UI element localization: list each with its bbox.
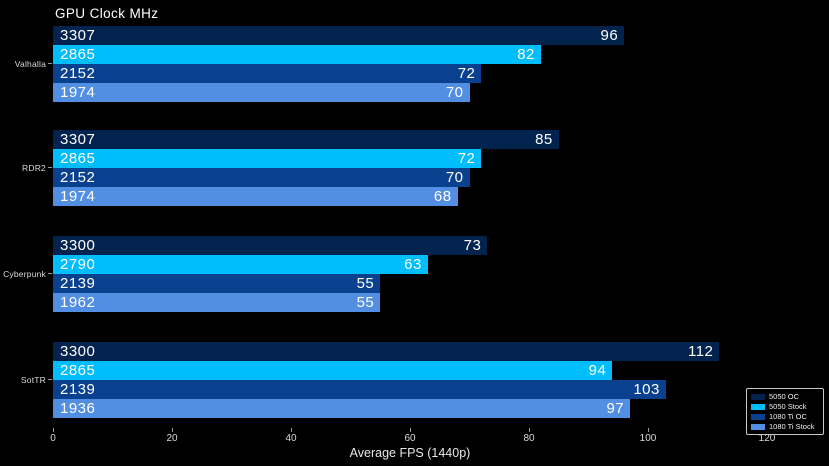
bar-clock-label: 2152 bbox=[60, 65, 96, 82]
bar-fps-label: 70 bbox=[445, 84, 464, 101]
legend-label: 1080 Ti OC bbox=[769, 412, 807, 422]
y-tick-mark bbox=[48, 167, 52, 168]
legend-swatch bbox=[751, 393, 765, 400]
bar-fps-label: 96 bbox=[600, 27, 619, 44]
legend-label: 1080 Ti Stock bbox=[769, 422, 815, 432]
x-tick-label: 80 bbox=[523, 433, 535, 444]
category-label: Valhalla bbox=[14, 59, 46, 69]
bar-clock-label: 3300 bbox=[60, 237, 96, 254]
legend-item: 1080 Ti Stock bbox=[751, 422, 821, 432]
y-tick-mark bbox=[48, 273, 52, 274]
legend-label: 5050 OC bbox=[769, 392, 800, 402]
bar: 2139 103 bbox=[53, 380, 666, 399]
bar-fps-label: 94 bbox=[588, 362, 607, 379]
bar-clock-label: 3300 bbox=[60, 343, 96, 360]
chart-title: GPU Clock MHz bbox=[55, 6, 159, 21]
legend-swatch bbox=[751, 403, 765, 410]
bar-clock-label: 2865 bbox=[60, 362, 96, 379]
bar-fps-label: 73 bbox=[463, 237, 482, 254]
bar-fps-label: 55 bbox=[356, 275, 375, 292]
x-tick-label: 20 bbox=[166, 433, 178, 444]
legend-swatch bbox=[751, 423, 765, 430]
category-label: Cyberpunk bbox=[3, 269, 46, 279]
bar: 2152 72 bbox=[53, 64, 482, 83]
x-tick-mark bbox=[409, 428, 411, 432]
bar: 3300 73 bbox=[53, 236, 488, 255]
x-tick-mark bbox=[52, 428, 54, 432]
bar-fps-label: 72 bbox=[457, 150, 476, 167]
bar-fps-label: 68 bbox=[433, 188, 452, 205]
bar-clock-label: 3307 bbox=[60, 131, 96, 148]
x-tick-label: 100 bbox=[639, 433, 657, 444]
x-axis-label: Average FPS (1440p) bbox=[349, 446, 471, 460]
category-label: SotTR bbox=[20, 375, 46, 385]
bar: 1974 70 bbox=[53, 83, 470, 102]
bar-clock-label: 1936 bbox=[60, 400, 96, 417]
bar: 2865 82 bbox=[53, 45, 541, 64]
bar-clock-label: 3307 bbox=[60, 27, 96, 44]
legend-item: 5050 OC bbox=[751, 392, 821, 402]
bar-fps-label: 103 bbox=[633, 381, 660, 398]
y-tick-mark bbox=[48, 379, 52, 380]
bar: 3307 85 bbox=[53, 130, 559, 149]
bar: 2865 94 bbox=[53, 361, 613, 380]
legend-swatch bbox=[751, 413, 765, 420]
bar-clock-label: 2790 bbox=[60, 256, 96, 273]
bar-fps-label: 82 bbox=[517, 46, 535, 63]
x-tick-label: 0 bbox=[50, 433, 56, 444]
y-tick-mark bbox=[48, 63, 52, 64]
bar-fps-label: 72 bbox=[457, 65, 476, 82]
x-tick-mark bbox=[171, 428, 173, 432]
bar-clock-label: 1974 bbox=[60, 84, 96, 101]
bar: 2790 63 bbox=[53, 255, 428, 274]
bar-clock-label: 2139 bbox=[60, 275, 96, 292]
legend-label: 5050 Stock bbox=[769, 402, 807, 412]
bar-clock-label: 2865 bbox=[60, 150, 96, 167]
x-tick-label: 120 bbox=[758, 433, 776, 444]
category-label: RDR2 bbox=[22, 163, 46, 173]
bar-fps-label: 70 bbox=[445, 169, 464, 186]
bar-clock-label: 2139 bbox=[60, 381, 96, 398]
bar: 1962 55 bbox=[53, 293, 381, 312]
bar-clock-label: 2152 bbox=[60, 169, 96, 186]
legend-item: 5050 Stock bbox=[751, 402, 821, 412]
bar-fps-label: 63 bbox=[404, 256, 422, 273]
bar: 2152 70 bbox=[53, 168, 470, 187]
bar-clock-label: 1962 bbox=[60, 294, 96, 311]
bar: 2865 72 bbox=[53, 149, 482, 168]
x-tick-label: 40 bbox=[285, 433, 297, 444]
bar: 1936 97 bbox=[53, 399, 631, 418]
bar-clock-label: 2865 bbox=[60, 46, 96, 63]
x-tick-mark bbox=[647, 428, 649, 432]
x-tick-mark bbox=[528, 428, 530, 432]
x-tick-mark bbox=[290, 428, 292, 432]
bar-fps-label: 112 bbox=[687, 343, 714, 360]
legend: 5050 OC 5050 Stock 1080 Ti OC 1080 Ti Stock bbox=[746, 388, 824, 435]
bar-clock-label: 1974 bbox=[60, 188, 96, 205]
bar: 2139 55 bbox=[53, 274, 381, 293]
legend-item: 1080 Ti OC bbox=[751, 412, 821, 422]
x-tick-label: 60 bbox=[404, 433, 416, 444]
bar: 3307 96 bbox=[53, 26, 625, 45]
bar: 3300 112 bbox=[53, 342, 720, 361]
bar: 1974 68 bbox=[53, 187, 458, 206]
bar-fps-label: 85 bbox=[535, 131, 553, 148]
bar-fps-label: 97 bbox=[606, 400, 625, 417]
bar-fps-label: 55 bbox=[356, 294, 375, 311]
